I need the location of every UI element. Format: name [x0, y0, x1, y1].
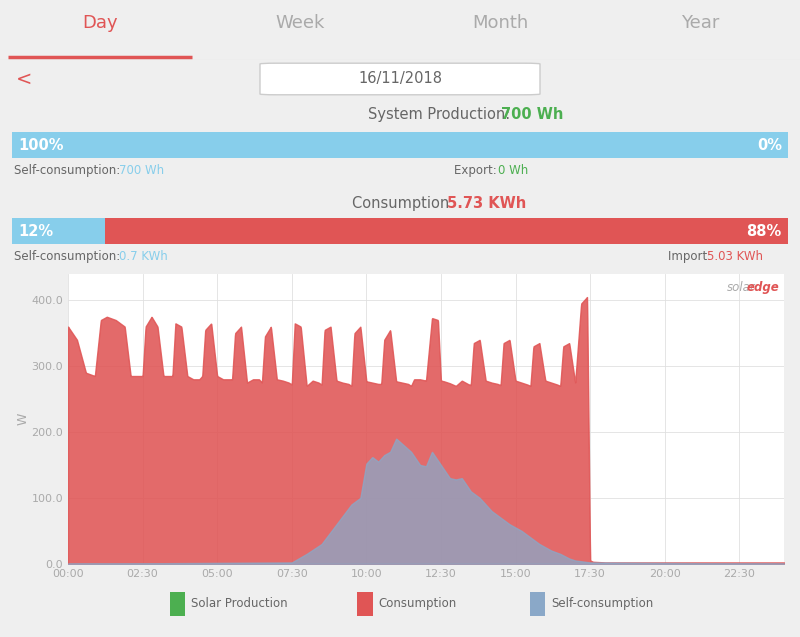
Y-axis label: W: W — [17, 413, 30, 425]
Text: 12%: 12% — [18, 224, 54, 239]
Text: Day: Day — [82, 14, 118, 32]
Text: Week: Week — [275, 14, 325, 32]
Text: Self-consumption: Self-consumption — [551, 597, 654, 610]
FancyBboxPatch shape — [530, 592, 546, 615]
Text: 5.73 KWh: 5.73 KWh — [447, 196, 526, 211]
Text: Month: Month — [472, 14, 528, 32]
FancyBboxPatch shape — [170, 592, 186, 615]
Text: Self-consumption:: Self-consumption: — [14, 250, 123, 262]
Text: 88%: 88% — [746, 224, 782, 239]
Text: 100%: 100% — [18, 138, 64, 153]
Text: 700 Wh: 700 Wh — [119, 164, 164, 176]
Text: Self-consumption:: Self-consumption: — [14, 164, 123, 176]
FancyBboxPatch shape — [357, 592, 373, 615]
Text: Import:: Import: — [668, 250, 714, 262]
Text: 0.7 KWh: 0.7 KWh — [119, 250, 168, 262]
Text: solar: solar — [726, 281, 755, 294]
FancyBboxPatch shape — [260, 63, 540, 95]
FancyBboxPatch shape — [105, 218, 788, 244]
Text: Year: Year — [681, 14, 719, 32]
FancyBboxPatch shape — [12, 132, 788, 158]
Text: <: < — [16, 69, 32, 89]
Text: Consumption:: Consumption: — [352, 196, 459, 211]
Text: 16/11/2018: 16/11/2018 — [358, 71, 442, 86]
Text: Export:: Export: — [454, 164, 501, 176]
FancyBboxPatch shape — [12, 218, 105, 244]
Text: 0%: 0% — [757, 138, 782, 153]
Text: 700 Wh: 700 Wh — [501, 106, 563, 122]
Text: Solar Production: Solar Production — [191, 597, 288, 610]
Text: Consumption: Consumption — [378, 597, 457, 610]
Text: System Production:: System Production: — [368, 106, 515, 122]
Text: 5.03 KWh: 5.03 KWh — [707, 250, 763, 262]
Text: 0 Wh: 0 Wh — [498, 164, 528, 176]
Text: edge: edge — [746, 281, 779, 294]
